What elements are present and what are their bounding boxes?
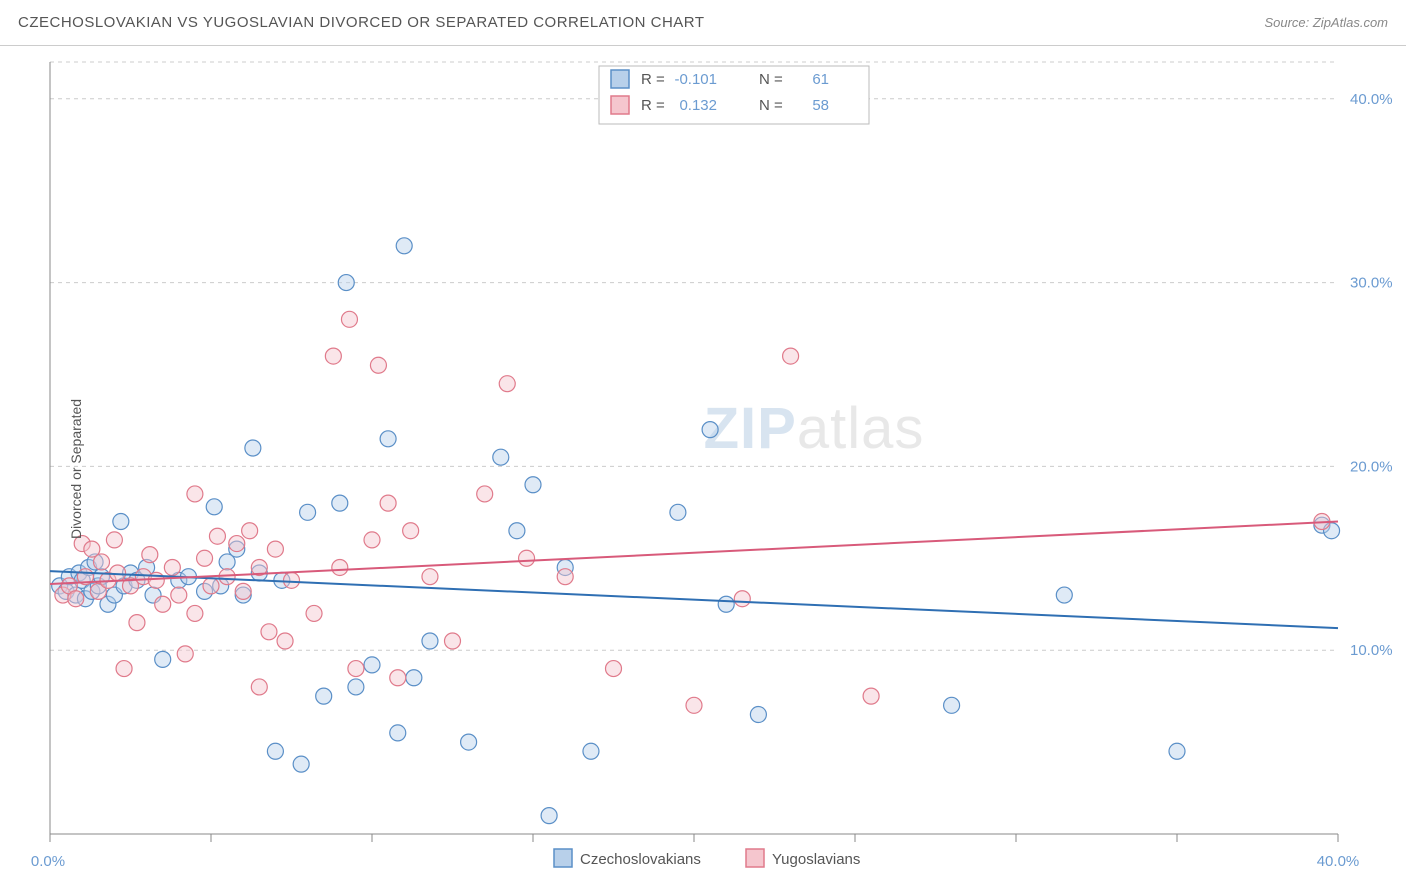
svg-text:Czechoslovakians: Czechoslovakians <box>580 851 701 868</box>
svg-text:58: 58 <box>812 97 829 114</box>
svg-text:Yugoslavians: Yugoslavians <box>772 851 860 868</box>
chart-title: CZECHOSLOVAKIAN VS YUGOSLAVIAN DIVORCED … <box>18 14 705 31</box>
svg-text:-0.101: -0.101 <box>674 71 717 88</box>
plot-area: Divorced or Separated 10.0% 20.0% 30.0% 40.… <box>0 46 1406 892</box>
chart-source: Source: ZipAtlas.com <box>1264 15 1388 30</box>
chart-header: CZECHOSLOVAKIAN VS YUGOSLAVIAN DIVORCED … <box>0 0 1406 46</box>
svg-text:R =: R = <box>641 71 665 88</box>
svg-text:61: 61 <box>812 71 829 88</box>
svg-text:N =: N = <box>759 71 783 88</box>
svg-text:30.0%: 30.0% <box>1350 275 1393 292</box>
svg-text:0.0%: 0.0% <box>31 853 65 870</box>
svg-text:N =: N = <box>759 97 783 114</box>
svg-text:40.0%: 40.0% <box>1317 853 1360 870</box>
scatter-chart: 10.0% 20.0% 30.0% 40.0% ZIPatlas 0.0% 40.0% R =… <box>0 46 1406 892</box>
svg-text:R =: R = <box>641 97 665 114</box>
svg-text:20.0%: 20.0% <box>1350 458 1393 475</box>
svg-text:ZIPatlas: ZIPatlas <box>704 396 925 461</box>
svg-text:10.0%: 10.0% <box>1350 642 1393 659</box>
svg-text:40.0%: 40.0% <box>1350 91 1393 108</box>
y-axis-label: Divorced or Separated <box>68 399 84 539</box>
svg-text:0.132: 0.132 <box>679 97 717 114</box>
